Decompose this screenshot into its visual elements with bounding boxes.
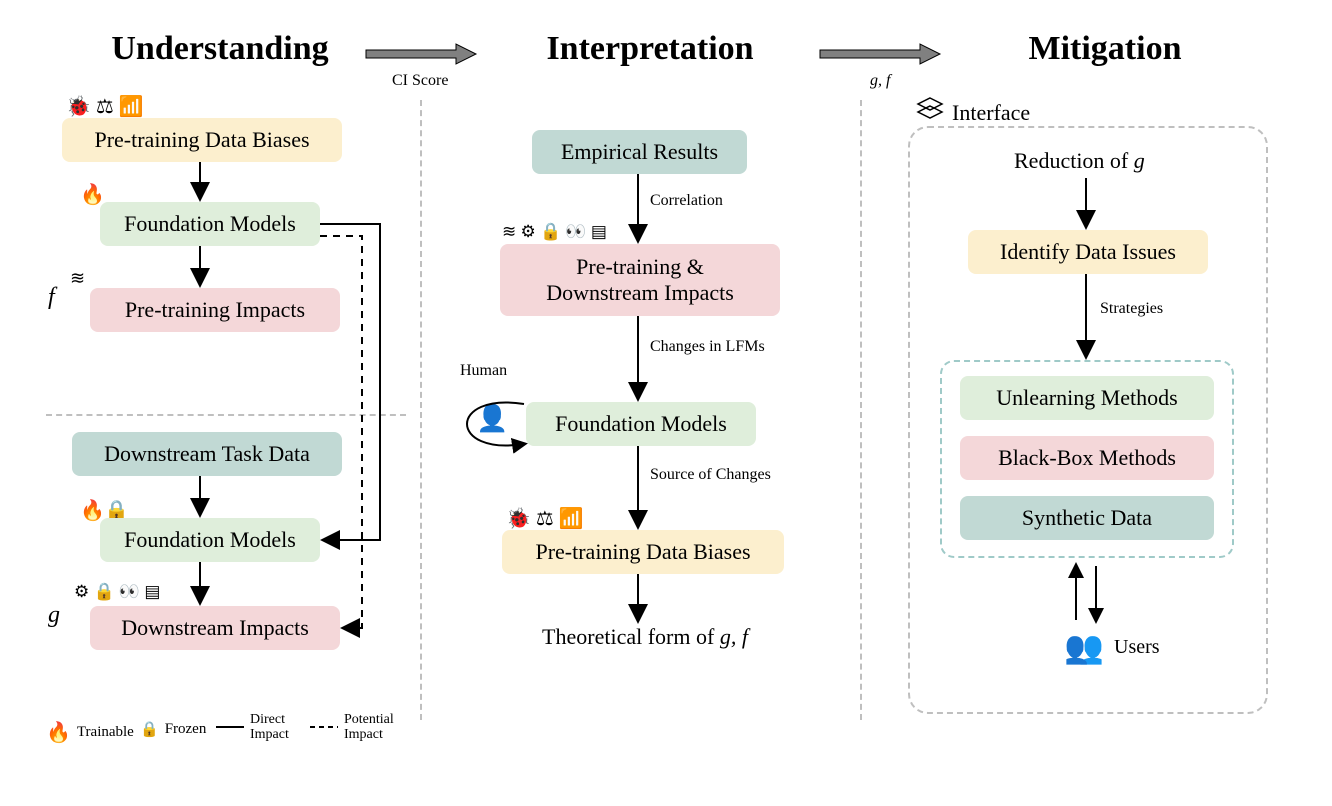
wave-icon: ≋ xyxy=(70,268,85,289)
layers-icon xyxy=(916,96,944,126)
box-combined-impacts: Pre-training & Downstream Impacts xyxy=(500,244,780,316)
flame-icon-1: 🔥 xyxy=(80,182,105,207)
flame-icon-2: 🔥 xyxy=(80,498,105,523)
box-pretraining-biases-2: Pre-training Data Biases xyxy=(502,530,784,574)
label-gf: g, f xyxy=(870,72,890,90)
users-icon: 👥 xyxy=(1064,628,1104,666)
title-understanding: Understanding xyxy=(80,30,360,68)
theoretical-gf: Theoretical form of g, f xyxy=(500,624,790,650)
f-symbol: f xyxy=(48,284,55,311)
g-symbol: g xyxy=(48,602,60,629)
title-interpretation: Interpretation xyxy=(510,30,790,68)
icons-biases-top: 🐞 ⚖ 📶 xyxy=(66,94,144,119)
section-arrow-1 xyxy=(366,44,476,64)
legend-frozen: 🔒Frozen xyxy=(140,720,206,739)
label-source-changes: Source of Changes xyxy=(650,466,771,484)
understanding-inner-divider xyxy=(46,414,406,416)
box-empirical-results: Empirical Results xyxy=(532,130,747,174)
box-pretraining-biases-1: Pre-training Data Biases xyxy=(62,118,342,162)
label-ci-score: CI Score xyxy=(392,72,448,90)
divider-1 xyxy=(420,100,422,720)
divider-2 xyxy=(860,100,862,720)
legend-direct: Direct Impact xyxy=(216,712,289,743)
box-identify-data-issues: Identify Data Issues xyxy=(968,230,1208,274)
box-downstream-task-data: Downstream Task Data xyxy=(72,432,342,476)
reduction-of-g: Reduction of g xyxy=(1014,148,1145,174)
person-icon: 👤 xyxy=(476,404,508,434)
legend-trainable: 🔥Trainable xyxy=(46,720,134,745)
box-foundation-models-2: Foundation Models xyxy=(100,518,320,562)
icons-combined: ≋ ⚙ 🔒 👀 ▤ xyxy=(502,222,607,242)
title-mitigation: Mitigation xyxy=(990,30,1220,68)
box-downstream-impacts: Downstream Impacts xyxy=(90,606,340,650)
label-interface: Interface xyxy=(952,100,1030,126)
legend-potential: Potential Impact xyxy=(310,712,394,743)
label-correlation: Correlation xyxy=(650,192,723,210)
icons-biases-interp: 🐞 ⚖ 📶 xyxy=(506,506,584,531)
box-pretraining-impacts: Pre-training Impacts xyxy=(90,288,340,332)
icons-downstream: ⚙ 🔒 👀 ▤ xyxy=(74,582,160,602)
label-strategies: Strategies xyxy=(1100,300,1163,318)
box-foundation-models-1: Foundation Models xyxy=(100,202,320,246)
box-foundation-models-interp: Foundation Models xyxy=(526,402,756,446)
label-changes-lfms: Changes in LFMs xyxy=(650,338,765,356)
box-synthetic: Synthetic Data xyxy=(960,496,1214,540)
label-human: Human xyxy=(460,362,507,380)
section-arrow-2 xyxy=(820,44,940,64)
box-blackbox: Black-Box Methods xyxy=(960,436,1214,480)
label-users: Users xyxy=(1114,636,1160,659)
box-unlearning: Unlearning Methods xyxy=(960,376,1214,420)
